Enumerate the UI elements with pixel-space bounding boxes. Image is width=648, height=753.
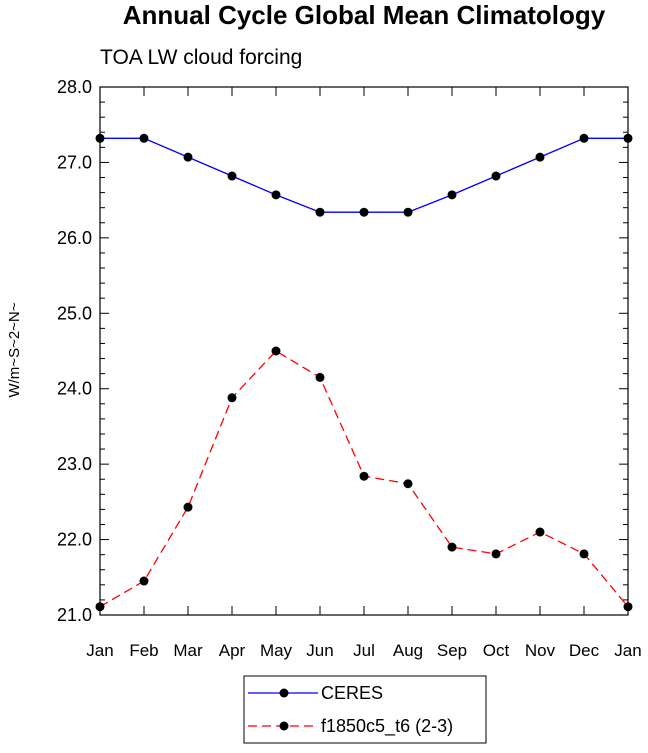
series-1 [95,346,633,612]
x-tick-label: Mar [173,641,203,660]
x-tick-label: Aug [393,641,423,660]
data-point [579,133,589,143]
series-0 [95,133,633,217]
data-point [447,542,457,552]
data-point [535,152,545,162]
x-tick-label: Oct [483,641,510,660]
legend: CERES f1850c5_t6 (2-3) [243,675,487,744]
x-tick-label: May [260,641,293,660]
legend-label: CERES [321,683,383,703]
legend-box [243,675,487,744]
data-point [579,549,589,559]
data-point [227,393,237,403]
data-point [403,207,413,217]
legend-marker [279,721,289,731]
y-axis-label: W/m~S~2~N~ [6,302,23,397]
x-tick-label: Apr [219,641,246,660]
plot-frame [99,86,629,616]
data-point [315,207,325,217]
data-point [491,549,501,559]
data-point [271,346,281,356]
y-tick-label: 22.0 [57,530,92,550]
data-point [315,372,325,382]
data-point [139,576,149,586]
y-tick-label: 23.0 [57,454,92,474]
series-layer [95,133,633,612]
data-point [139,133,149,143]
data-point [359,471,369,481]
x-tick-label: Jan [86,641,113,660]
legend-label: f1850c5_t6 (2-3) [321,716,453,737]
chart-subtitle: TOA LW cloud forcing [100,46,302,69]
data-point [183,152,193,162]
x-tick-label: Sep [437,641,467,660]
series-line [100,137,628,213]
y-tick-label: 25.0 [57,303,92,323]
y-tick-label: 27.0 [57,152,92,172]
data-point [535,527,545,537]
data-point [447,190,457,200]
data-point [271,190,281,200]
y-tick-label: 24.0 [57,379,92,399]
x-tick-label: Nov [525,641,556,660]
y-tick-label: 28.0 [57,77,92,97]
x-tick-label: Dec [569,641,600,660]
data-point [183,502,193,512]
y-tick-labels: 21.0 22.0 23.0 24.0 25.0 26.0 27.0 28.0 [57,77,92,625]
y-tick-label: 26.0 [57,228,92,248]
x-tick-labels: Jan Feb Mar Apr May Jun Jul Aug Sep Oct Nov Dec Jan [86,641,641,660]
x-tick-label: Jan [614,641,641,660]
axis-ticks [99,86,629,616]
data-point [227,171,237,181]
data-point [403,479,413,489]
data-point [491,171,501,181]
x-tick-label: Jun [306,641,333,660]
x-tick-label: Feb [129,641,158,660]
chart-title: Annual Cycle Global Mean Climatology [123,0,606,30]
x-tick-label: Jul [353,641,375,660]
y-tick-label: 21.0 [57,605,92,625]
data-point [359,207,369,217]
legend-marker [279,688,289,698]
